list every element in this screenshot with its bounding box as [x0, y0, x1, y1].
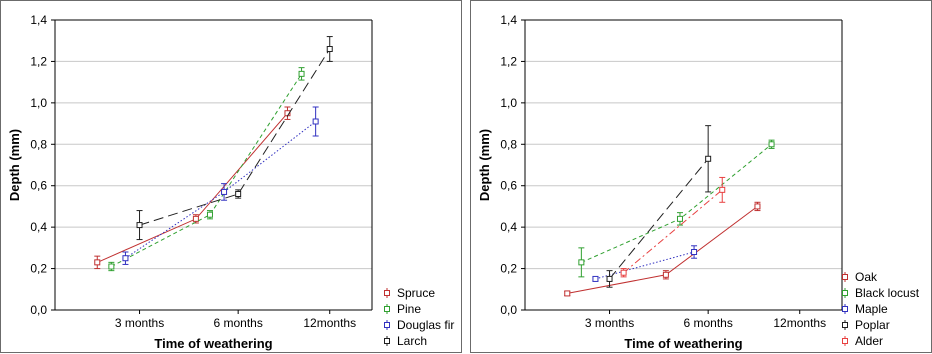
legend-marker — [384, 290, 390, 296]
data-point — [691, 249, 698, 255]
legend-marker — [842, 306, 848, 312]
data-point — [768, 141, 775, 148]
y-tick-label: 0,0 — [30, 303, 47, 317]
data-point — [326, 46, 333, 52]
legend-label: Spruce — [397, 286, 435, 300]
legend-entry: Douglas fir — [384, 318, 454, 332]
x-axis-label: Time of weathering — [154, 336, 272, 351]
y-axis-label: Depth (mm) — [477, 129, 492, 201]
legend-entry: Larch — [384, 334, 427, 348]
data-point — [620, 269, 627, 276]
series-black-locust — [578, 139, 775, 278]
series-line — [139, 48, 331, 226]
data-point — [578, 259, 585, 266]
legend-label: Maple — [855, 302, 888, 316]
series-spruce — [94, 106, 291, 270]
data-point — [206, 211, 213, 218]
y-tick-label: 1,0 — [30, 96, 47, 110]
legend-entry: Maple — [842, 302, 888, 316]
legend-marker — [842, 338, 848, 344]
data-point — [676, 215, 683, 222]
x-tick-label: 6 months — [213, 316, 262, 330]
data-point — [192, 215, 199, 222]
data-point — [108, 263, 115, 270]
data-point — [136, 222, 143, 229]
data-point — [754, 203, 761, 210]
y-tick-label: 0,6 — [30, 179, 47, 193]
y-tick-label: 0,8 — [30, 137, 47, 151]
x-tick-label: 12months — [773, 316, 826, 330]
legend-marker — [842, 322, 848, 328]
series-maple — [592, 245, 698, 282]
legend-entry: Poplar — [842, 318, 890, 332]
x-tick-label: 6 months — [683, 316, 732, 330]
data-point — [606, 275, 613, 282]
chart-panel-softwood: 0,0 0,2 0,4 0,6 0,8 1,0 1,2 1,4 3 months 6 months… — [7, 13, 454, 351]
y-tick-label: 1,0 — [500, 96, 517, 110]
data-point — [235, 191, 242, 197]
legend-label: Black locust — [855, 286, 920, 300]
series-line — [623, 189, 723, 274]
y-tick-label: 0,2 — [30, 262, 47, 276]
legend-label: Pine — [397, 302, 421, 316]
legend-entry: Oak — [842, 270, 878, 284]
legend-entry: Alder — [842, 334, 883, 348]
series-douglas-fir — [122, 106, 319, 265]
data-point — [705, 155, 712, 162]
legend-label: Larch — [397, 334, 427, 348]
y-tick-label: 0,6 — [500, 179, 517, 193]
legend-label: Poplar — [855, 318, 890, 332]
y-tick-label: 0,4 — [500, 220, 517, 234]
y-tick-label: 0,4 — [30, 220, 47, 234]
data-point — [719, 186, 726, 193]
y-tick-label: 0,8 — [500, 137, 517, 151]
x-tick-label: 3 months — [585, 316, 634, 330]
legend-entry: Black locust — [842, 286, 920, 300]
legend-marker — [842, 290, 848, 296]
legend-label: Oak — [855, 270, 878, 284]
data-point — [221, 188, 228, 195]
x-axis-label: Time of weathering — [624, 336, 742, 351]
series-oak — [564, 201, 761, 297]
series-line — [609, 158, 709, 280]
data-point — [122, 255, 129, 262]
series-poplar — [606, 125, 712, 288]
data-point — [564, 290, 571, 297]
y-tick-label: 1,4 — [500, 13, 517, 27]
x-tick-label: 12months — [303, 316, 356, 330]
series-line — [125, 121, 316, 259]
data-point — [298, 70, 305, 77]
y-tick-label: 0,2 — [500, 262, 517, 276]
x-tick-label: 3 months — [115, 316, 164, 330]
panel-frame-left — [0, 0, 462, 353]
y-tick-label: 1,2 — [500, 54, 517, 68]
data-point — [312, 118, 319, 125]
series-line — [581, 143, 772, 263]
legend-label: Alder — [855, 334, 883, 348]
series-larch — [136, 36, 333, 241]
data-point — [662, 271, 669, 278]
legend-marker — [384, 322, 390, 328]
data-point — [94, 259, 101, 266]
series-alder — [620, 176, 726, 278]
legend-label: Douglas fir — [397, 318, 454, 332]
series-line — [595, 251, 695, 280]
series-line — [97, 112, 288, 263]
data-point — [592, 275, 599, 282]
legend-marker — [842, 274, 848, 280]
chart-panel-hardwood: 0,0 0,2 0,4 0,6 0,8 1,0 1,2 1,4 3 months 6 months… — [477, 13, 920, 351]
series-pine — [108, 67, 305, 272]
series-line — [111, 73, 303, 267]
legend-marker — [384, 306, 390, 312]
y-axis-label: Depth (mm) — [7, 129, 22, 201]
y-tick-label: 0,0 — [500, 303, 517, 317]
legend-marker — [384, 338, 390, 344]
legend-entry: Spruce — [384, 286, 435, 300]
legend-entry: Pine — [384, 302, 421, 316]
y-tick-label: 1,4 — [30, 13, 47, 27]
y-tick-label: 1,2 — [30, 54, 47, 68]
